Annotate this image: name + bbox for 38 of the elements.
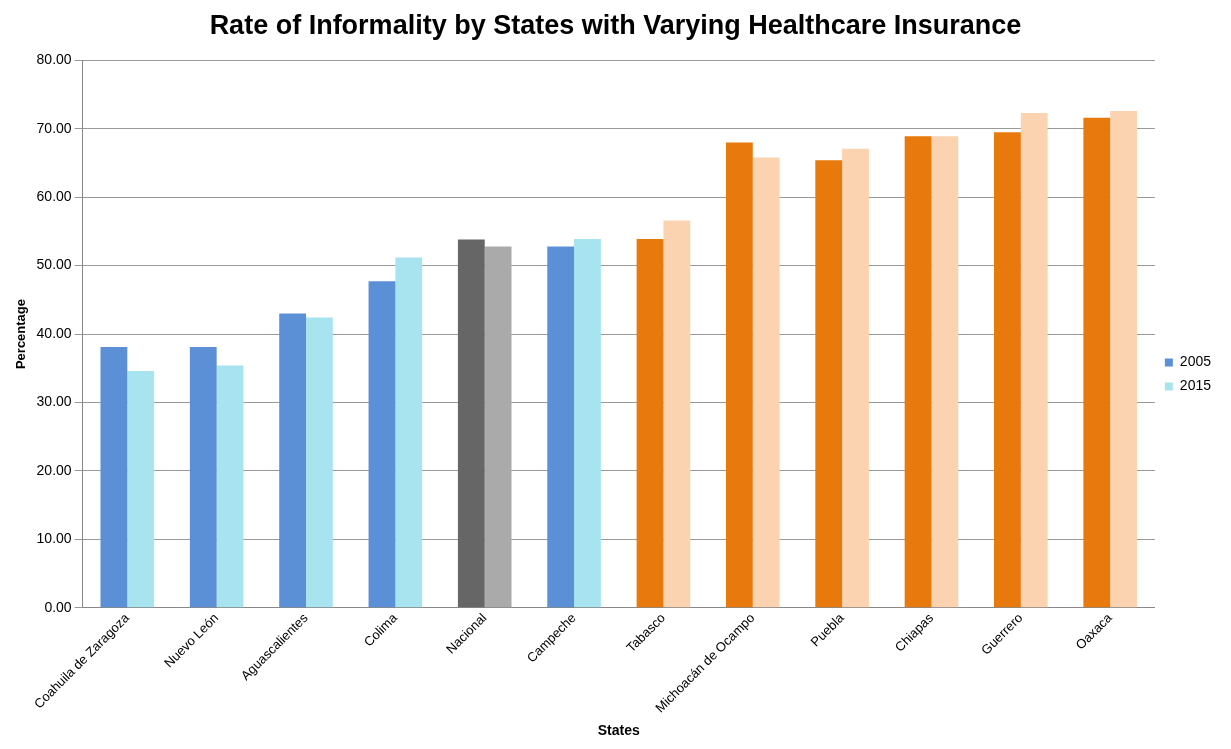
y-tick-label: 10.00: [36, 530, 72, 547]
bar: [752, 157, 780, 608]
bar: [1110, 111, 1137, 608]
legend-label: 2015: [1179, 377, 1212, 394]
bar: [127, 370, 155, 608]
bar: [636, 238, 664, 608]
legend-label: 2005: [1179, 353, 1212, 370]
bar: [189, 347, 217, 608]
bar: [574, 238, 601, 608]
bar: [306, 317, 333, 608]
bar: [484, 246, 512, 608]
y-tick-label: 70.00: [36, 119, 72, 136]
bar: [395, 257, 423, 608]
bar: [1083, 117, 1111, 608]
bar: [100, 347, 128, 608]
y-tick-label: 60.00: [36, 188, 72, 205]
y-axis-title: Percentage: [13, 298, 29, 370]
bar: [279, 313, 307, 608]
bar: [994, 132, 1021, 608]
y-tick-label: 50.00: [36, 256, 72, 273]
bar: [547, 246, 575, 608]
bar: [1020, 113, 1048, 608]
bar: [216, 365, 244, 608]
bar: [457, 239, 485, 608]
y-tick-label: 30.00: [36, 393, 72, 410]
y-tick-label: 0.00: [44, 598, 72, 615]
bar: [663, 220, 691, 608]
bar: [815, 160, 843, 608]
bar: [368, 281, 396, 608]
bar: [931, 136, 959, 608]
y-tick-label: 80.00: [36, 51, 72, 68]
x-axis-title: States: [597, 722, 640, 739]
bar: [725, 142, 753, 608]
bar: [842, 148, 869, 608]
y-tick-label: 20.00: [36, 461, 72, 478]
bar: [904, 136, 932, 608]
y-tick-label: 40.00: [36, 324, 72, 341]
chart-title: Rate of Informality by States with Varying Healthcare Insurance: [209, 9, 1022, 40]
